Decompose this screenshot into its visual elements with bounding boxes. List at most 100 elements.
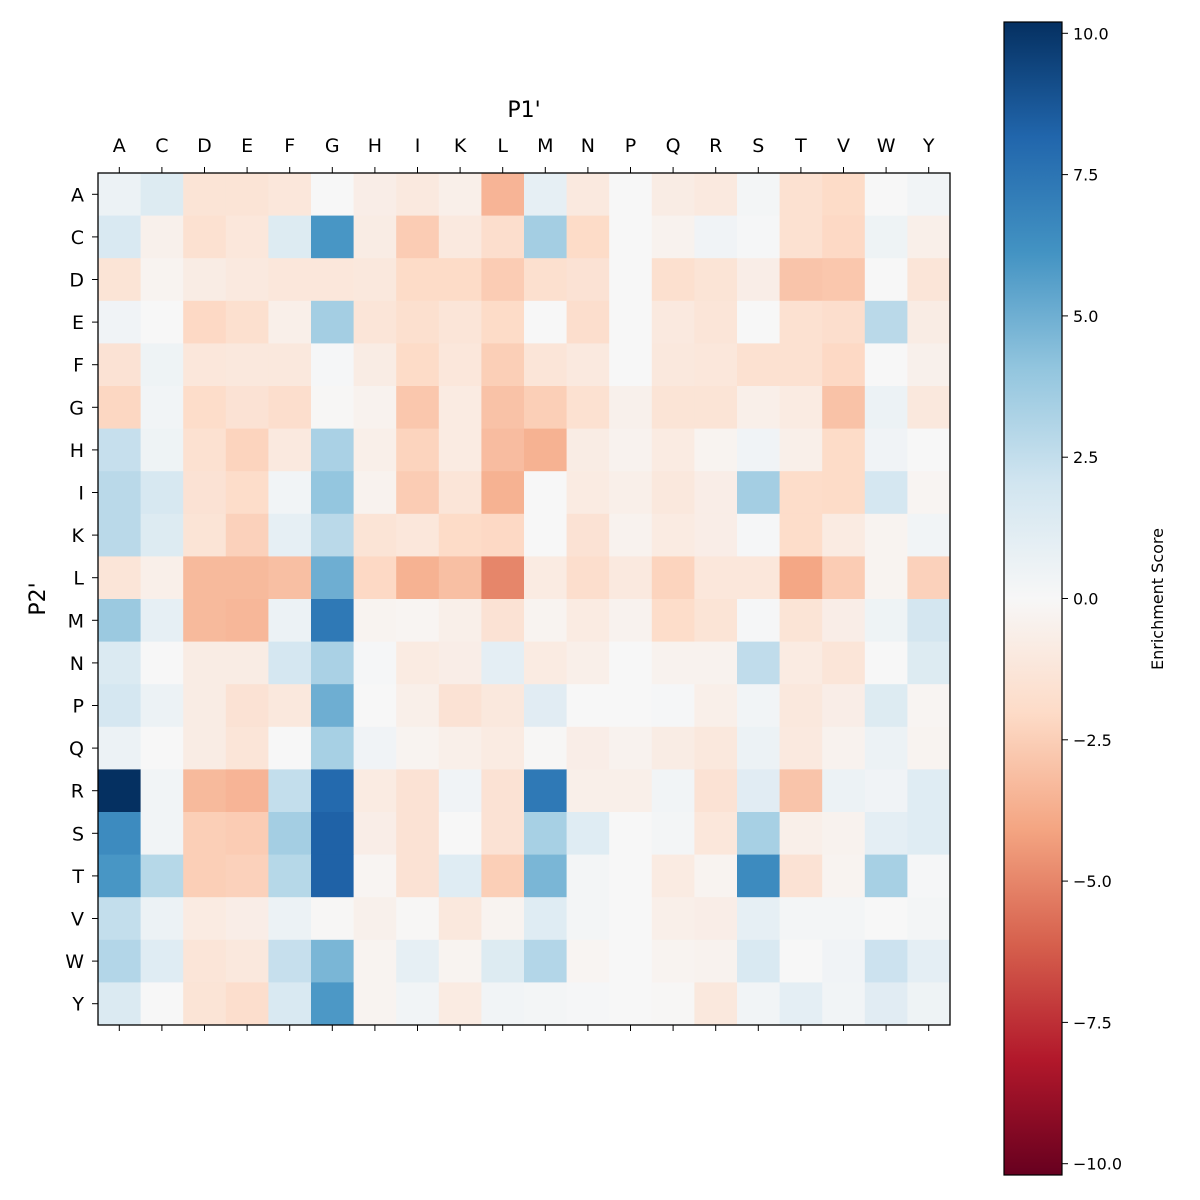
heatmap-cell-Y-W — [864, 982, 908, 1026]
heatmap-cell-T-G — [311, 854, 355, 898]
heatmap-cell-A-G — [311, 173, 355, 217]
heatmap-cell-D-C — [140, 258, 184, 302]
heatmap-cell-K-Y — [907, 513, 951, 557]
heatmap-cell-N-N — [566, 641, 610, 685]
heatmap-cell-C-A — [98, 215, 142, 259]
y-tick-label: N — [70, 653, 84, 675]
heatmap-cell-V-L — [481, 897, 525, 941]
heatmap-cell-F-I — [396, 343, 440, 387]
heatmap-cells — [98, 173, 951, 1026]
heatmap-cell-V-A — [98, 897, 142, 941]
heatmap-cell-K-K — [438, 513, 482, 557]
heatmap-cell-K-S — [737, 513, 781, 557]
heatmap-cell-F-Q — [651, 343, 695, 387]
heatmap-cell-G-K — [438, 386, 482, 430]
heatmap-cell-F-S — [737, 343, 781, 387]
heatmap-cell-D-V — [822, 258, 866, 302]
heatmap-cell-E-T — [779, 300, 823, 344]
heatmap-cell-C-G — [311, 215, 355, 259]
heatmap-cell-F-G — [311, 343, 355, 387]
y-tick-label: K — [72, 525, 85, 547]
heatmap-cell-C-K — [438, 215, 482, 259]
heatmap-cell-Y-G — [311, 982, 355, 1026]
y-tick-label: Y — [71, 994, 84, 1016]
heatmap-cell-H-C — [140, 428, 184, 472]
heatmap-cell-R-H — [353, 769, 397, 813]
x-tick-label: E — [241, 135, 253, 157]
y-tick-label: P — [73, 696, 84, 718]
heatmap-cell-L-T — [779, 556, 823, 600]
colorbar — [1003, 21, 1063, 1176]
heatmap-cell-N-F — [268, 641, 312, 685]
heatmap-cell-W-T — [779, 939, 823, 983]
y-tick-label: T — [71, 866, 84, 888]
heatmap-cell-Q-F — [268, 726, 312, 770]
heatmap-cell-F-L — [481, 343, 525, 387]
heatmap-cell-F-D — [183, 343, 227, 387]
heatmap-cell-K-E — [225, 513, 269, 557]
heatmap-cell-M-Y — [907, 599, 951, 643]
heatmap-cell-E-D — [183, 300, 227, 344]
heatmap-cell-L-K — [438, 556, 482, 600]
heatmap-cell-C-Q — [651, 215, 695, 259]
heatmap-cell-R-F — [268, 769, 312, 813]
colorbar-tick-label: −2.5 — [1073, 731, 1112, 750]
heatmap-cell-T-K — [438, 854, 482, 898]
heatmap-cell-E-A — [98, 300, 142, 344]
heatmap-cell-S-P — [609, 812, 653, 856]
heatmap-cell-H-W — [864, 428, 908, 472]
heatmap-cell-I-R — [694, 471, 738, 515]
heatmap-cell-H-T — [779, 428, 823, 472]
heatmap-cell-T-T — [779, 854, 823, 898]
heatmap-cell-P-E — [225, 684, 269, 728]
heatmap-cell-N-Q — [651, 641, 695, 685]
heatmap-cell-W-Q — [651, 939, 695, 983]
colorbar-tick-label: 10.0 — [1073, 24, 1109, 43]
x-tick-label: H — [368, 135, 382, 157]
heatmap-cell-N-V — [822, 641, 866, 685]
x-tick-label: Q — [666, 135, 681, 157]
heatmap-cell-V-I — [396, 897, 440, 941]
heatmap-cell-E-C — [140, 300, 184, 344]
heatmap-cell-W-F — [268, 939, 312, 983]
heatmap-cell-Q-A — [98, 726, 142, 770]
heatmap-cell-E-V — [822, 300, 866, 344]
heatmap-cell-L-H — [353, 556, 397, 600]
heatmap-cell-I-M — [524, 471, 568, 515]
x-tick-label: I — [415, 135, 421, 157]
heatmap-cell-T-L — [481, 854, 525, 898]
heatmap-cell-V-K — [438, 897, 482, 941]
heatmap-cell-R-W — [864, 769, 908, 813]
y-tick-label: Q — [69, 738, 84, 760]
heatmap-cell-I-W — [864, 471, 908, 515]
heatmap-cell-P-L — [481, 684, 525, 728]
heatmap-cell-T-H — [353, 854, 397, 898]
heatmap-cell-I-D — [183, 471, 227, 515]
heatmap-cell-D-L — [481, 258, 525, 302]
heatmap-cell-E-L — [481, 300, 525, 344]
heatmap-cell-C-L — [481, 215, 525, 259]
heatmap-cell-A-S — [737, 173, 781, 217]
heatmap-cell-N-C — [140, 641, 184, 685]
heatmap-cell-A-K — [438, 173, 482, 217]
heatmap-cell-Q-Q — [651, 726, 695, 770]
heatmap-cell-F-T — [779, 343, 823, 387]
heatmap-cell-H-S — [737, 428, 781, 472]
heatmap-cell-P-S — [737, 684, 781, 728]
heatmap-cell-S-H — [353, 812, 397, 856]
heatmap-cell-I-S — [737, 471, 781, 515]
heatmap-cell-W-V — [822, 939, 866, 983]
heatmap-cell-P-T — [779, 684, 823, 728]
heatmap-cell-I-C — [140, 471, 184, 515]
heatmap-cell-S-Y — [907, 812, 951, 856]
heatmap-cell-G-M — [524, 386, 568, 430]
heatmap-cell-S-S — [737, 812, 781, 856]
heatmap-cell-L-C — [140, 556, 184, 600]
heatmap-cell-T-D — [183, 854, 227, 898]
heatmap-cell-S-Q — [651, 812, 695, 856]
heatmap-cell-S-T — [779, 812, 823, 856]
heatmap-cell-E-Q — [651, 300, 695, 344]
x-tick-label: L — [497, 135, 508, 157]
heatmap-cell-A-M — [524, 173, 568, 217]
heatmap-cell-I-A — [98, 471, 142, 515]
